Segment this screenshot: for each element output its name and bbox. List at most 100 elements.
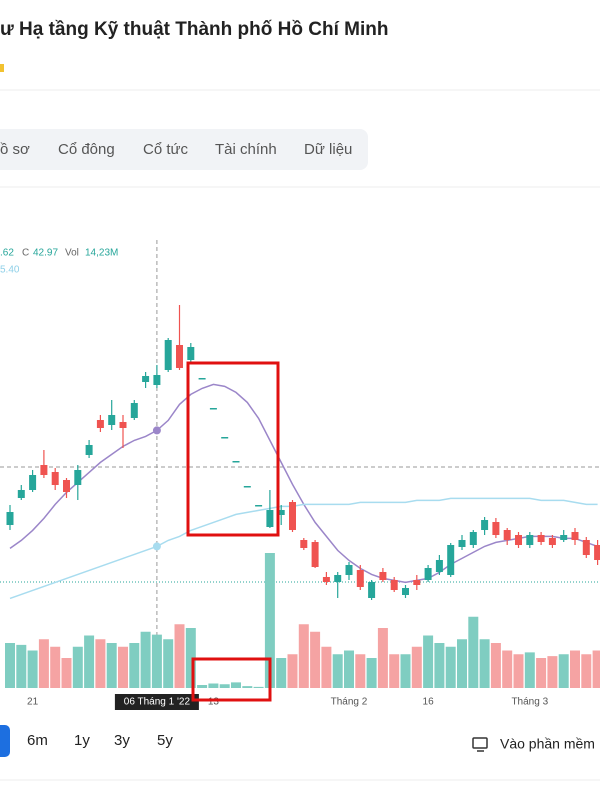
candle-body (424, 568, 432, 580)
tab-bar (0, 129, 368, 170)
candle-body (187, 347, 195, 360)
candle-body (537, 535, 545, 542)
candle-body (368, 582, 376, 598)
volume-bar (298, 624, 309, 688)
volume-bar (231, 682, 241, 688)
volume-bar (140, 631, 151, 688)
candle-body (63, 480, 70, 492)
volume-bar (377, 628, 388, 688)
candle-body (458, 540, 466, 547)
candle-body (198, 378, 206, 380)
candle-body (571, 532, 579, 540)
volume-bar (536, 658, 547, 688)
candle-body (526, 535, 534, 545)
open-app-button[interactable]: Vào phần mềm (500, 736, 595, 752)
candle-body (40, 465, 48, 475)
candle-body (29, 475, 37, 490)
volume-bar (208, 683, 219, 688)
candle-body (582, 540, 590, 555)
candle-body (74, 470, 82, 485)
tab[interactable]: Tài chính (215, 141, 277, 158)
active-period[interactable] (0, 725, 10, 757)
x-tick-label: 13 (208, 697, 220, 708)
volume-bar (84, 635, 95, 688)
candle-body (311, 542, 319, 567)
candle-body (469, 532, 477, 545)
volume-bar (457, 639, 467, 688)
candle-body (119, 422, 127, 428)
volume-bar (490, 643, 501, 688)
candle-body (209, 408, 217, 410)
candle-body (548, 538, 556, 545)
periods: 6m 1y 3y 5y (27, 732, 173, 749)
ohlc-legend: 42.97 (33, 248, 58, 259)
tab[interactable]: Cổ đông (58, 141, 115, 158)
candle-body (356, 570, 364, 587)
volume-bar (50, 646, 61, 688)
candle-body (130, 403, 138, 418)
volume-bar (558, 654, 569, 688)
candle-body (560, 535, 568, 540)
open-app-icon (472, 737, 488, 752)
period-button[interactable]: 6m (27, 732, 48, 749)
ohlc-legend: C (22, 248, 29, 259)
volume-bar (389, 654, 400, 688)
ohlc-legend: 5.40 (0, 265, 20, 276)
volume-bar (355, 654, 366, 688)
volume-bar (95, 639, 106, 688)
candle-body (503, 530, 511, 540)
volume-bar (61, 658, 72, 688)
tab[interactable]: Dữ liệu (304, 141, 352, 158)
candle-body (243, 486, 251, 488)
volume-bar (242, 686, 253, 688)
period-button[interactable]: 1y (74, 732, 90, 749)
tab[interactable]: ồ sơ (0, 141, 30, 158)
x-tick-label: 06 Tháng 1 '22 (124, 697, 191, 708)
volume-bar (264, 553, 275, 688)
period-button[interactable]: 5y (157, 732, 173, 749)
annotation-box (191, 657, 272, 702)
volume-bar (253, 686, 264, 688)
candle-body (96, 420, 104, 428)
candle-body (322, 577, 330, 582)
volume-bar (174, 624, 185, 688)
candle-body (390, 580, 398, 590)
volume-bar (434, 643, 445, 688)
volume-bar (219, 684, 230, 688)
tab[interactable]: Cổ tức (143, 141, 189, 158)
candle-body (17, 490, 25, 498)
candle-body (6, 512, 14, 525)
candle-body (334, 575, 342, 582)
candle-body (435, 560, 443, 572)
candle-body (594, 545, 600, 560)
volume-bar (321, 646, 332, 688)
volume-bar (513, 654, 524, 688)
moving-average (9, 383, 598, 584)
ohlc-legend: Vol (65, 248, 79, 259)
candle-body (277, 510, 285, 515)
page-title: ư Hạ tầng Kỹ thuật Thành phố Hồ Chí Minh (0, 19, 388, 40)
candle-body (153, 375, 161, 385)
volume-bar (411, 646, 422, 688)
volume-bar (38, 639, 49, 688)
volume-bar (502, 650, 513, 688)
volume-bar (27, 650, 38, 688)
candle-body (447, 545, 455, 575)
x-tick-label: 21 (27, 697, 39, 708)
candle-body (345, 565, 353, 575)
candle-body (221, 437, 229, 439)
candle-body (255, 505, 263, 507)
volume-bar (366, 658, 377, 688)
crosshair-dot (152, 426, 161, 435)
candle-body (266, 510, 274, 527)
x-tick-label: Tháng 3 (511, 697, 548, 708)
volume-bar (118, 646, 128, 688)
volume-bar (310, 631, 321, 688)
candle-body (481, 520, 489, 530)
candle-body (108, 415, 116, 425)
volume-bar (16, 644, 27, 688)
period-button[interactable]: 3y (114, 732, 130, 749)
volume-bar (197, 685, 208, 688)
volume-bar (5, 643, 15, 688)
